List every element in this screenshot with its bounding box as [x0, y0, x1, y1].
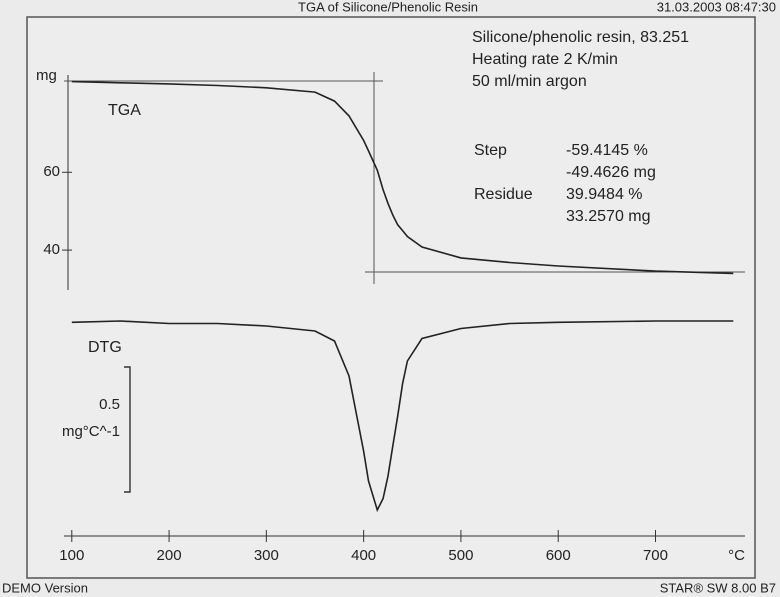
result-value: 33.2570 mg	[566, 208, 651, 225]
plot-frame	[26, 16, 756, 579]
x-tick-label: 300	[254, 547, 279, 564]
y-axis-label: mg	[36, 67, 57, 84]
result-value: -59.4145 %	[566, 142, 648, 159]
footer-left: DEMO Version	[2, 580, 88, 595]
scale-bar-value: 0.5	[99, 396, 120, 413]
header-title: TGA of Silicone/Phenolic Resin	[298, 0, 478, 14]
scale-bar-unit: mg°C^-1	[62, 423, 120, 440]
result-label: Step	[474, 142, 507, 159]
x-axis-label: °C	[728, 547, 745, 564]
series-label: DTG	[88, 339, 122, 356]
x-tick-label: 700	[643, 547, 668, 564]
curve	[71, 320, 734, 513]
result-value: -49.4626 mg	[566, 164, 656, 181]
result-label: Residue	[474, 186, 533, 203]
x-tick-label: 400	[351, 547, 376, 564]
y-tick-label: 40	[43, 241, 60, 258]
info-text: Heating rate 2 K/min	[472, 51, 618, 68]
x-tick-label: 500	[448, 547, 473, 564]
info-text: 50 ml/min argon	[472, 73, 587, 90]
footer-right: STAR® SW 8.00 B7	[660, 580, 776, 595]
series-label: TGA	[108, 102, 141, 119]
x-tick-label: 100	[59, 547, 84, 564]
timestamp: 31.03.2003 08:47:30	[657, 0, 776, 14]
scale-bar	[124, 366, 131, 493]
x-tick-label: 600	[546, 547, 571, 564]
y-tick-label: 60	[43, 163, 60, 180]
result-value: 39.9484 %	[566, 186, 643, 203]
x-tick-label: 200	[157, 547, 182, 564]
info-text: Silicone/phenolic resin, 83.251	[472, 29, 689, 46]
curve	[71, 80, 734, 275]
